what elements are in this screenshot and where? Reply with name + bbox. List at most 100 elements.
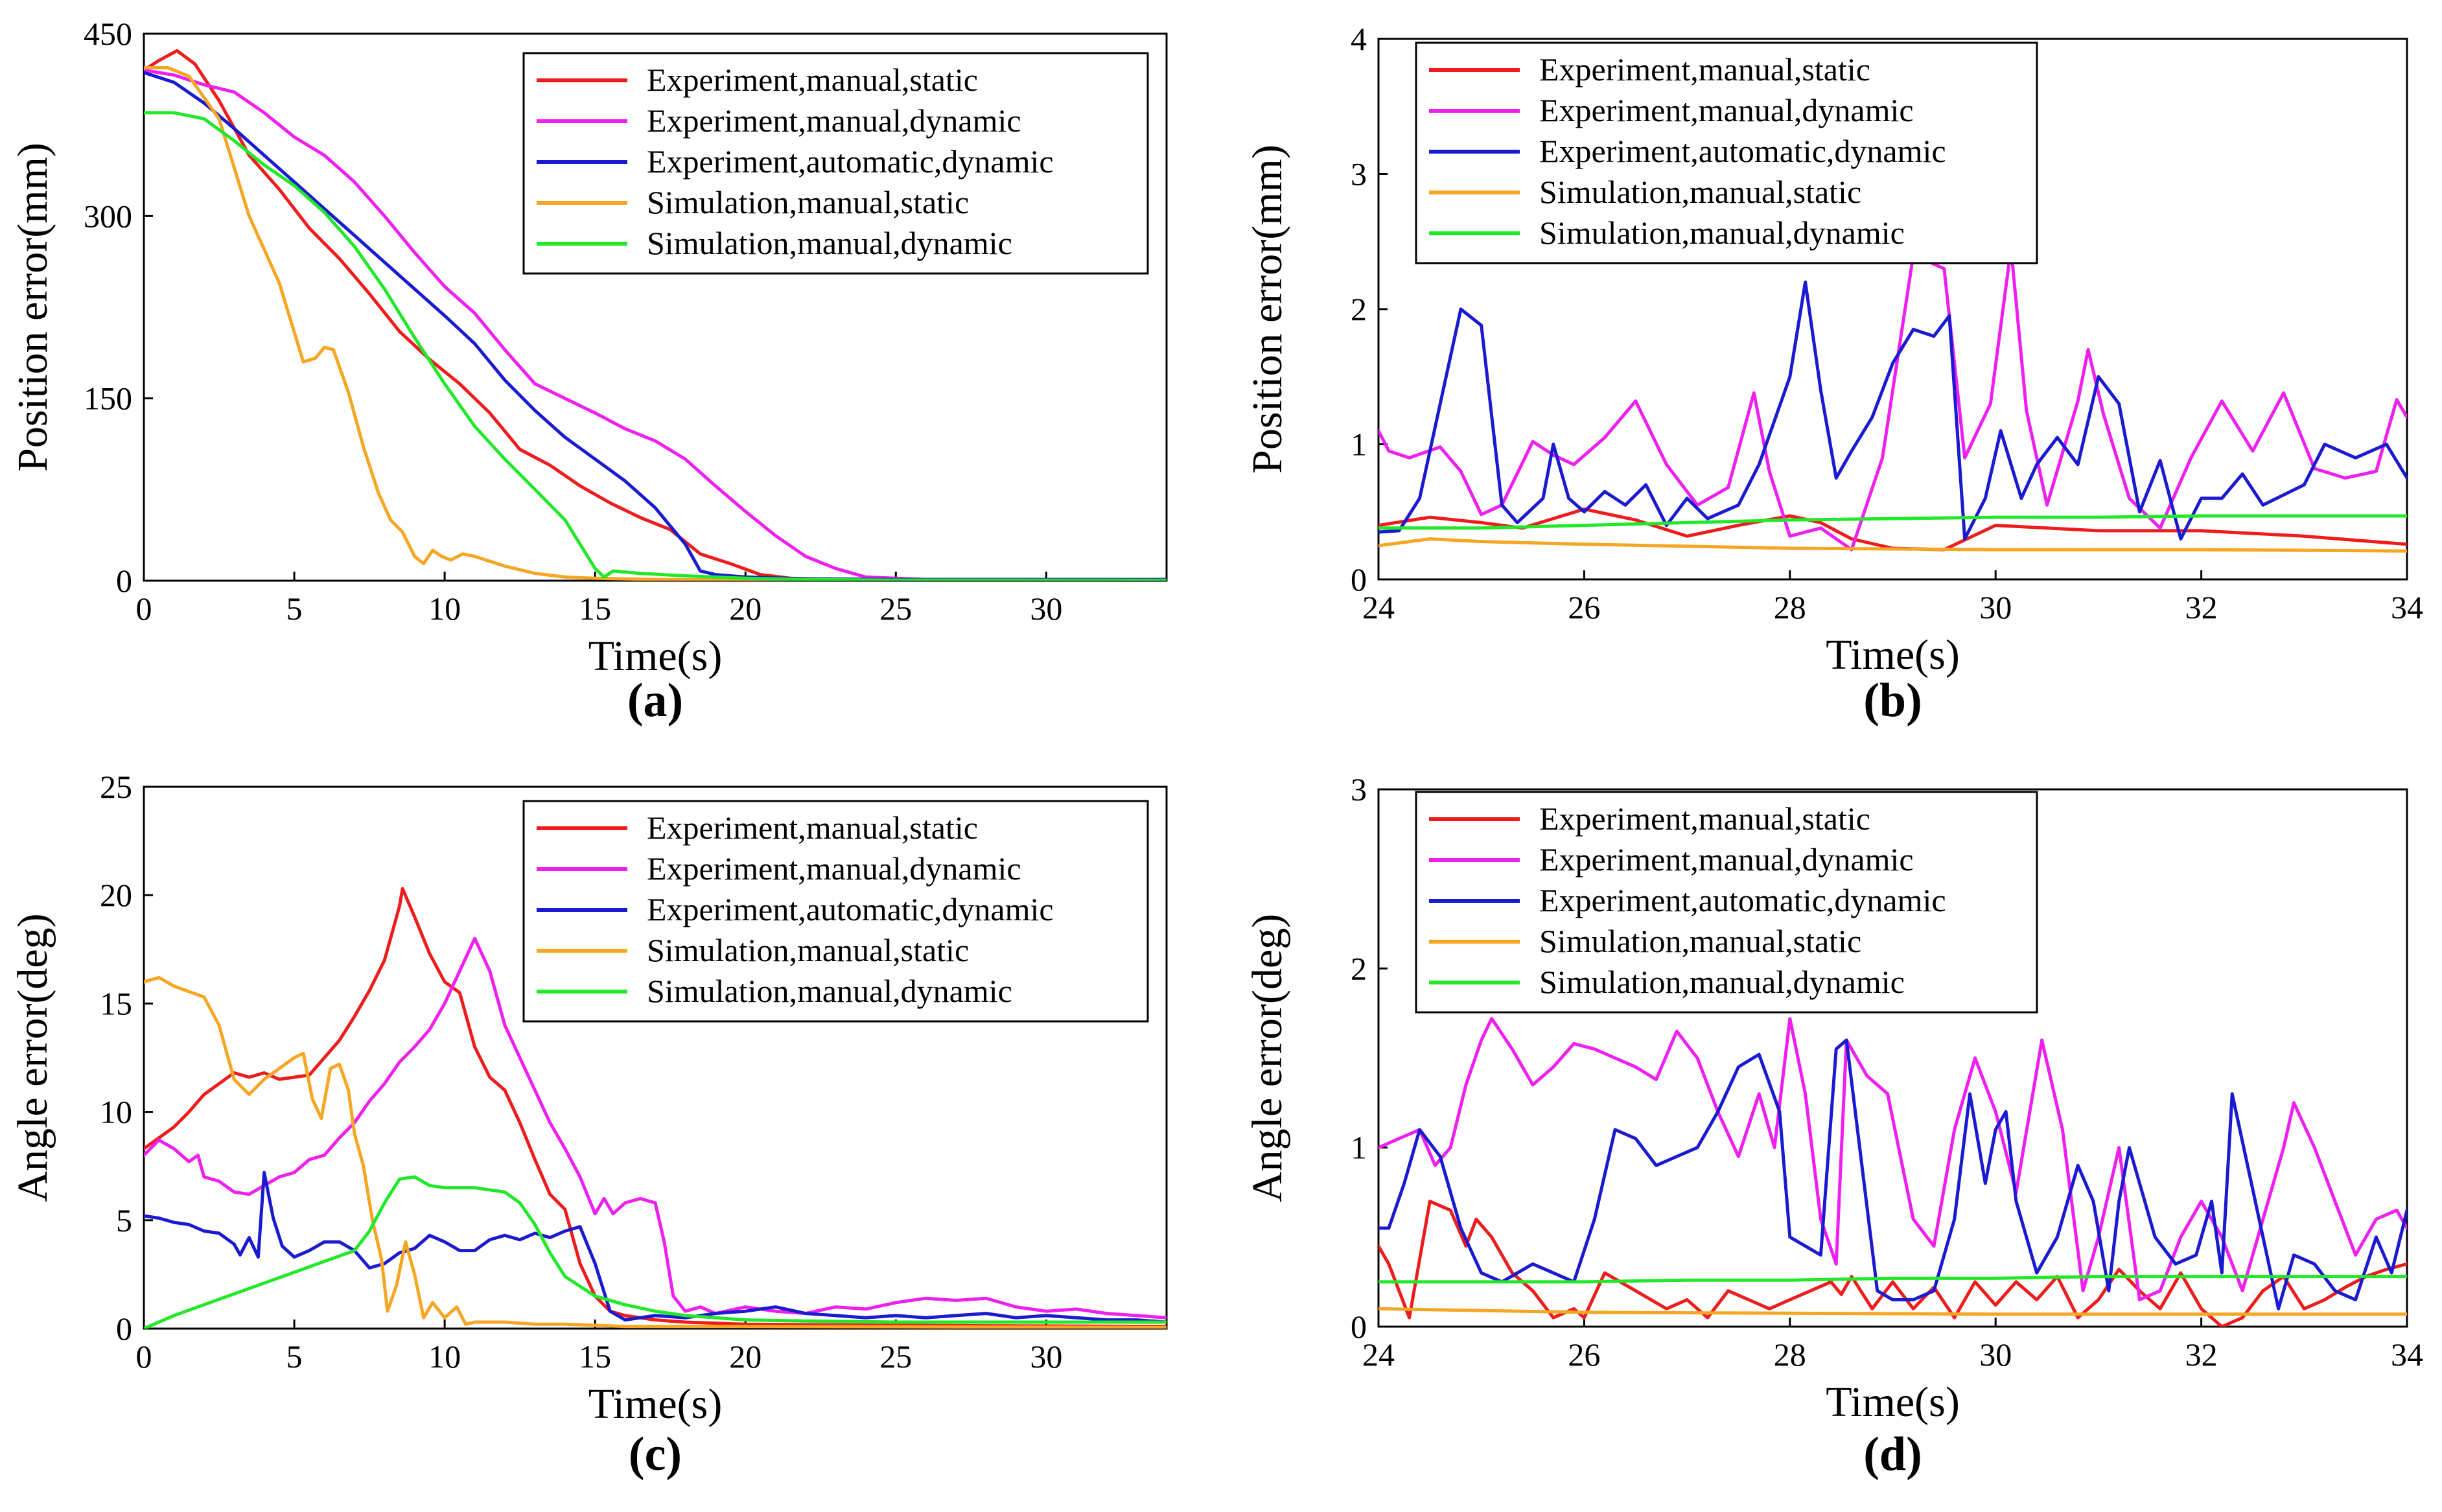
chart-c-legend: Experiment,manual,static Experiment,manua… — [522, 800, 1149, 1023]
chart-c-legend-label-4: Simulation,manual,dynamic — [647, 973, 1012, 1009]
chart-a-y-tick-label: 450 — [84, 16, 132, 52]
chart-b-x-tick-label: 24 — [1362, 589, 1395, 625]
chart-a-legend-label-0: Experiment,manual,static — [647, 62, 978, 98]
chart-c-x-tick-label: 5 — [286, 1338, 303, 1375]
chart-b-x-tick-label: 34 — [2391, 589, 2423, 625]
chart-a: 0 5 10 15 20 25 300150300450Experiment,manual,… — [9, 16, 1168, 727]
chart-a-x-tick-label: 5 — [286, 590, 303, 627]
chart-b-y-tick-label: 2 — [1351, 291, 1367, 327]
chart-b-y-tick-label: 0 — [1351, 561, 1367, 598]
chart-d-y-tick-label: 3 — [1351, 771, 1367, 808]
chart-d-y-tick-label: 0 — [1351, 1308, 1367, 1345]
chart-c: 0 5 10 15 20 25 30 0 5 10 15 20 25 Experiment,manual,… — [9, 769, 1168, 1481]
chart-a-legend: Experiment,manual,static Experiment,manua… — [522, 52, 1149, 275]
chart-b-y-axis-label: Position error(mm) — [1244, 145, 1291, 474]
chart-a-legend-box — [522, 52, 1149, 275]
chart-b-series-line-2 — [1378, 280, 2407, 541]
chart-c-x-tick-label: 20 — [729, 1338, 762, 1375]
chart-d-legend: Experiment,manual,static Experiment,manua… — [1415, 791, 2038, 1014]
chart-b-y-tick-label: 1 — [1351, 426, 1367, 463]
chart-a-y-tick-label: 0 — [116, 563, 132, 599]
chart-a-series-line-1 — [144, 68, 1167, 581]
chart-b-legend-label-2: Experiment,automatic,dynamic — [1539, 133, 1946, 169]
chart-d-y-tick-label: 1 — [1351, 1130, 1367, 1166]
chart-d-x-axis-label: Time(s) — [1826, 1378, 1960, 1426]
chart-c-panel-label: (c) — [629, 1428, 682, 1481]
chart-d-y-tick-label: 2 — [1351, 950, 1367, 986]
chart-c-legend-label-2: Experiment,automatic,dynamic — [647, 891, 1054, 927]
chart-a-x-tick-label: 30 — [1030, 590, 1062, 627]
chart-c-x-tick-label: 15 — [579, 1338, 611, 1375]
chart-d-x-tick-label: 34 — [2391, 1336, 2423, 1373]
chart-d-x-tick-label: 32 — [2185, 1336, 2218, 1373]
chart-a-legend-label-2: Experiment,automatic,dynamic — [647, 143, 1054, 180]
chart-d-legend-label-1: Experiment,manual,dynamic — [1539, 841, 1914, 878]
chart-d-series-line-3 — [1378, 1307, 2407, 1316]
chart-c-legend-label-1: Experiment,manual,dynamic — [647, 850, 1021, 887]
chart-c-series-group — [144, 887, 1167, 1329]
chart-b-x-axis-label: Time(s) — [1826, 631, 1960, 679]
chart-a-x-tick-label: 15 — [579, 590, 611, 627]
chart-d-series-group — [1378, 1017, 2407, 1327]
chart-a-y-tick-label: 150 — [84, 380, 132, 417]
chart-c-series-line-4 — [144, 1175, 1167, 1329]
chart-d: 24 26 28 30 32 34 0 1 2 3 Experiment,manual,static… — [1244, 771, 2423, 1481]
chart-d-series-line-1 — [1378, 1017, 2407, 1301]
chart-c-y-tick-label: 20 — [100, 877, 132, 913]
chart-b-legend-label-4: Simulation,manual,dynamic — [1539, 215, 1905, 251]
chart-b-series-line-3 — [1378, 537, 2407, 553]
chart-a-series-line-4 — [144, 111, 1167, 581]
chart-b-series-group — [1378, 246, 2407, 553]
chart-b-x-tick-label: 28 — [1774, 589, 1806, 625]
chart-b-legend: Experiment,manual,static Experiment,manua… — [1415, 41, 2038, 264]
chart-c-y-tick-label: 15 — [100, 985, 132, 1021]
chart-b: 24 26 28 30 32 3401234Experiment,manual,stati… — [1244, 21, 2423, 727]
chart-a-panel-label: (a) — [627, 674, 683, 727]
chart-b-legend-label-1: Experiment,manual,dynamic — [1539, 92, 1914, 128]
chart-d-x-tick-label: 30 — [1979, 1336, 2012, 1373]
chart-b-x-tick-label: 32 — [2185, 589, 2218, 625]
chart-a-x-tick-label: 0 — [136, 590, 152, 627]
chart-b-series-line-4 — [1378, 514, 2407, 530]
chart-c-y-tick-label: 10 — [100, 1094, 132, 1130]
chart-b-y-tick-label: 3 — [1351, 156, 1367, 192]
chart-a-y-axis-label: Position error(mm) — [9, 143, 56, 472]
chart-d-series-line-4 — [1378, 1275, 2407, 1284]
chart-c-y-tick-label: 0 — [116, 1310, 132, 1347]
chart-c-series-line-2 — [144, 1170, 1167, 1324]
chart-c-y-axis-label: Angle error(deg) — [9, 913, 56, 1202]
chart-b-panel-label: (b) — [1863, 674, 1922, 727]
chart-c-x-axis-label: Time(s) — [588, 1380, 723, 1428]
chart-c-legend-label-0: Experiment,manual,static — [647, 809, 978, 846]
chart-c-x-tick-label: 0 — [136, 1338, 152, 1375]
chart-d-legend-label-3: Simulation,manual,static — [1539, 923, 1861, 959]
chart-c-series-line-1 — [144, 936, 1167, 1320]
chart-c-y-tick-label: 5 — [116, 1202, 132, 1239]
chart-c-x-tick-label: 25 — [879, 1338, 912, 1375]
chart-c-series-line-3 — [144, 975, 1167, 1329]
chart-d-legend-label-2: Experiment,automatic,dynamic — [1539, 882, 1946, 918]
chart-d-x-tick-label: 24 — [1362, 1336, 1395, 1373]
chart-a-series-line-3 — [144, 66, 1167, 581]
chart-b-y-tick-label: 4 — [1351, 21, 1367, 57]
chart-c-series-line-0 — [144, 887, 1167, 1329]
chart-c-x-tick-label: 10 — [428, 1338, 461, 1375]
chart-d-legend-label-0: Experiment,manual,static — [1539, 800, 1870, 837]
chart-d-legend-label-4: Simulation,manual,dynamic — [1539, 964, 1905, 1000]
chart-a-x-tick-label: 20 — [729, 590, 762, 627]
chart-d-x-tick-label: 26 — [1568, 1336, 1600, 1373]
chart-c-x-tick-label: 30 — [1030, 1338, 1062, 1375]
chart-a-x-axis-label: Time(s) — [588, 633, 723, 680]
chart-d-y-axis-label: Angle error(deg) — [1244, 914, 1291, 1202]
chart-b-legend-label-0: Experiment,manual,static — [1539, 51, 1870, 87]
chart-d-x-tick-label: 28 — [1774, 1336, 1806, 1373]
chart-a-x-tick-label: 10 — [428, 590, 461, 627]
chart-a-x-tick-label: 25 — [879, 590, 912, 627]
chart-a-y-tick-label: 300 — [84, 198, 132, 234]
chart-c-y-tick-label: 25 — [100, 769, 132, 805]
chart-b-legend-label-3: Simulation,manual,static — [1539, 174, 1861, 210]
chart-b-x-tick-label: 30 — [1979, 589, 2012, 625]
chart-c-legend-box — [522, 800, 1149, 1023]
chart-a-legend-label-3: Simulation,manual,static — [647, 184, 969, 220]
